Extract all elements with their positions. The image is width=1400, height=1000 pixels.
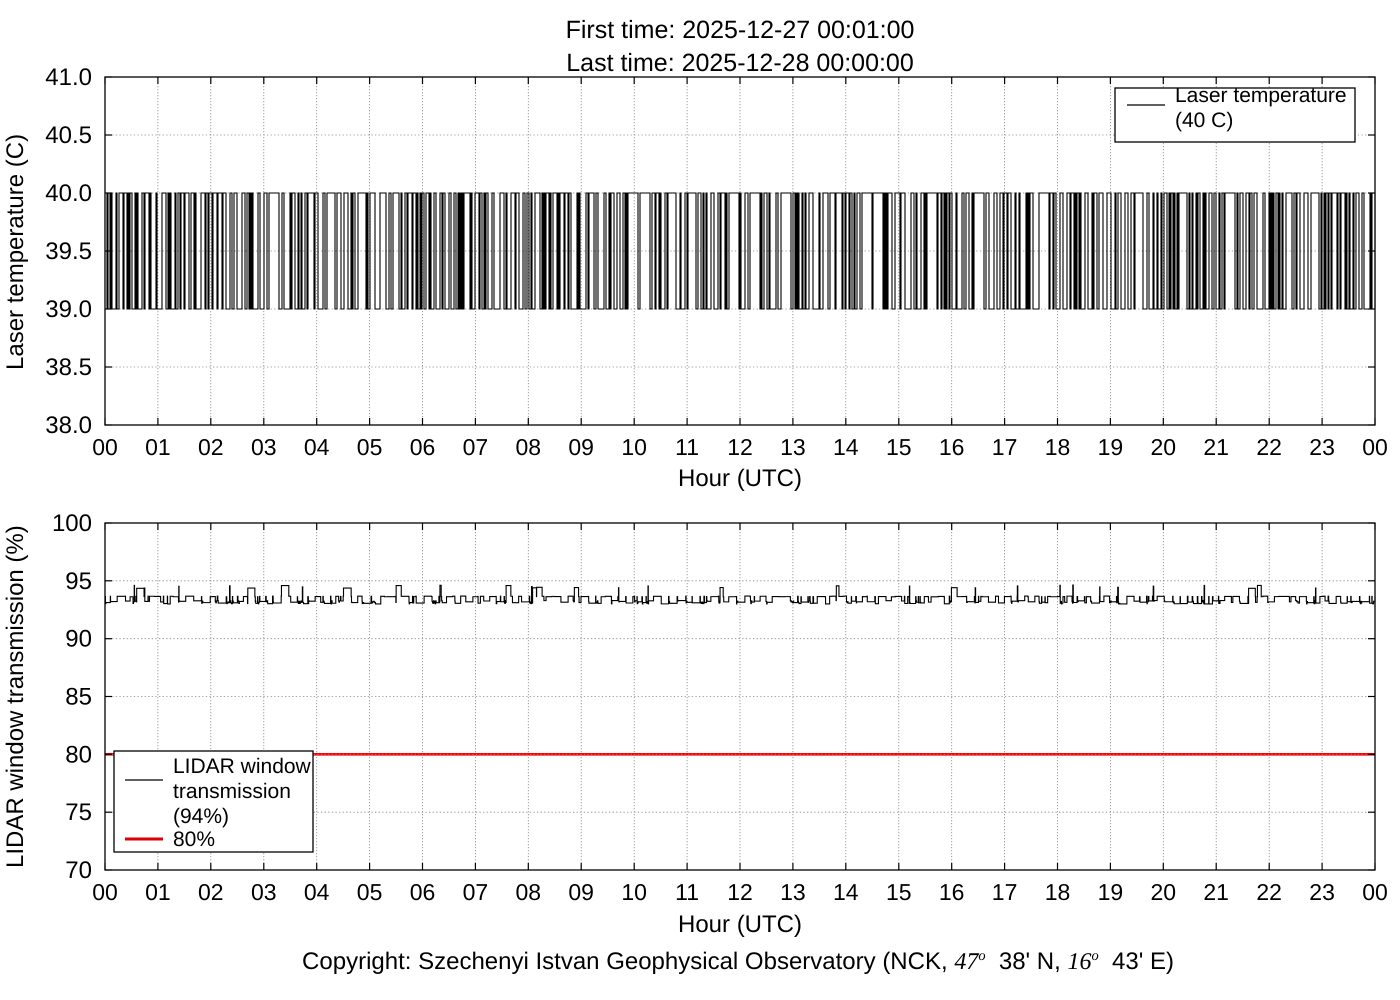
svg-text:95: 95 xyxy=(65,568,92,595)
svg-text:80%: 80% xyxy=(173,828,215,851)
svg-text:14: 14 xyxy=(833,879,859,905)
svg-text:05: 05 xyxy=(357,879,383,905)
svg-text:10: 10 xyxy=(621,879,647,905)
svg-text:12: 12 xyxy=(727,879,753,905)
svg-text:00: 00 xyxy=(92,879,118,905)
svg-text:19: 19 xyxy=(1098,879,1124,905)
svg-text:LIDAR window: LIDAR window xyxy=(173,755,312,778)
svg-text:80: 80 xyxy=(65,741,92,768)
svg-text:23: 23 xyxy=(1309,879,1335,905)
svg-text:06: 06 xyxy=(410,879,436,905)
svg-text:15: 15 xyxy=(886,879,912,905)
svg-text:20: 20 xyxy=(1151,879,1177,905)
svg-text:16: 16 xyxy=(939,879,965,905)
svg-text:00: 00 xyxy=(1362,879,1388,905)
svg-text:03: 03 xyxy=(251,879,277,905)
svg-text:13: 13 xyxy=(780,879,806,905)
svg-text:09: 09 xyxy=(568,879,594,905)
svg-text:22: 22 xyxy=(1256,879,1282,905)
svg-text:70: 70 xyxy=(65,857,92,884)
svg-text:21: 21 xyxy=(1203,879,1229,905)
svg-text:18: 18 xyxy=(1045,879,1071,905)
svg-text:04: 04 xyxy=(304,879,330,905)
svg-text:85: 85 xyxy=(65,684,92,711)
svg-text:90: 90 xyxy=(65,626,92,653)
svg-text:75: 75 xyxy=(65,799,92,826)
svg-text:02: 02 xyxy=(198,879,224,905)
svg-text:17: 17 xyxy=(992,879,1018,905)
svg-text:01: 01 xyxy=(145,879,171,905)
svg-text:08: 08 xyxy=(516,879,542,905)
svg-text:100: 100 xyxy=(52,510,92,537)
svg-text:11: 11 xyxy=(675,879,699,905)
svg-text:transmission: transmission xyxy=(173,780,291,803)
svg-text:(94%): (94%) xyxy=(173,805,229,828)
svg-text:07: 07 xyxy=(463,879,489,905)
